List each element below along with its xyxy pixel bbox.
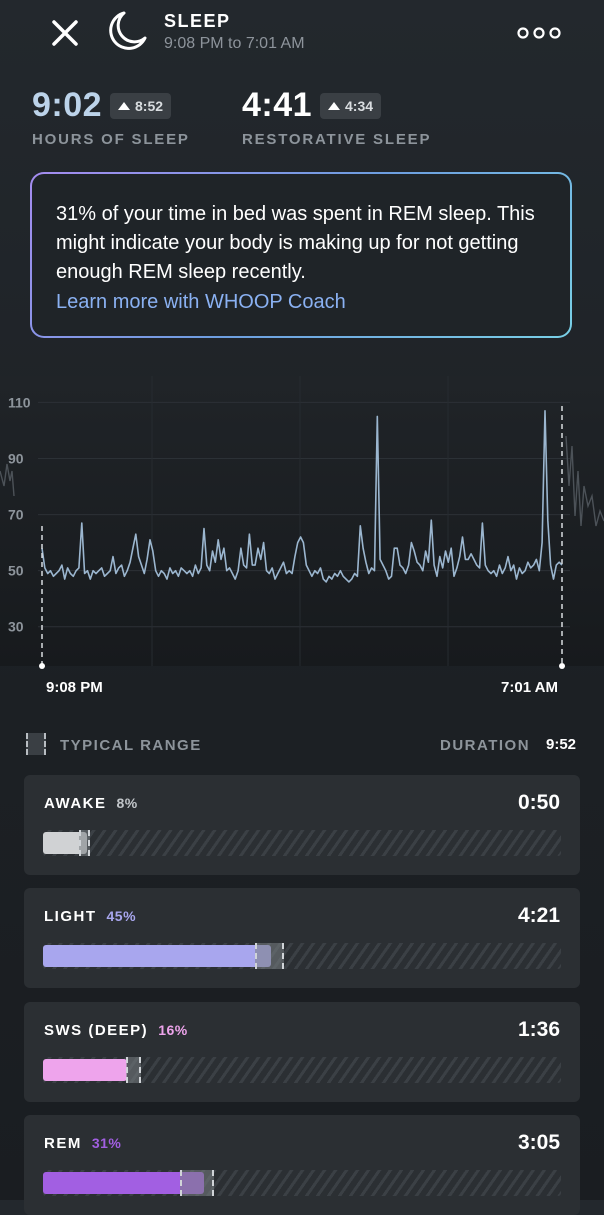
stage-bar-fill — [43, 945, 271, 967]
stage-card-rem[interactable]: REM 31% 3:05 — [24, 1115, 580, 1215]
stage-name: AWAKE 8% — [44, 795, 138, 812]
coach-message: 31% of your time in bed was spent in REM… — [56, 203, 535, 283]
duration-value: 9:52 — [546, 736, 577, 753]
y-tick-label: 30 — [8, 619, 24, 635]
stage-bar — [43, 1057, 561, 1083]
typical-range-swatch — [26, 733, 46, 755]
stage-bar-fill — [43, 832, 88, 854]
stage-percent: 31% — [91, 1135, 122, 1151]
restorative-sleep-label: RESTORATIVE SLEEP — [242, 131, 432, 148]
hours-of-sleep-delta-value: 8:52 — [135, 98, 164, 114]
typical-range-marker — [180, 1170, 214, 1196]
sleep-start-time: 9:08 PM — [46, 679, 103, 696]
hours-of-sleep-value: 9:02 — [32, 86, 103, 124]
stage-duration: 1:36 — [517, 1018, 560, 1041]
y-tick-label: 50 — [8, 563, 24, 579]
duration-label: DURATION — [440, 737, 531, 754]
stage-bar — [43, 1170, 561, 1196]
hours-of-sleep-label: HOURS OF SLEEP — [32, 131, 190, 148]
whoop-coach-link[interactable]: Learn more with WHOOP Coach — [56, 291, 346, 313]
typical-range-marker — [125, 1057, 142, 1083]
sleep-end-time: 7:01 AM — [501, 679, 558, 696]
moon-icon — [109, 11, 147, 50]
stage-label: LIGHT — [44, 908, 97, 925]
typical-range-marker — [255, 943, 284, 969]
stage-name: SWS (DEEP) 16% — [44, 1022, 188, 1039]
stage-percent: 8% — [116, 795, 138, 811]
sleep-time-range: 9:08 PM to 7:01 AM — [164, 35, 305, 52]
stage-card-sws-deep[interactable]: SWS (DEEP) 16% 1:36 — [24, 1002, 580, 1102]
stage-percent: 16% — [158, 1022, 188, 1038]
outside-window-line-left — [0, 463, 15, 497]
stage-name: REM 31% — [44, 1135, 121, 1152]
sleep-start-dot — [39, 663, 45, 669]
stage-duration: 0:50 — [517, 791, 560, 814]
restorative-sleep-delta-value: 4:34 — [345, 98, 374, 114]
more-options-icon[interactable] — [516, 26, 562, 40]
restorative-sleep-delta: 4:34 — [320, 93, 382, 119]
stage-duration: 3:05 — [517, 1131, 560, 1154]
heart-rate-chart: 110 90 70 50 30 9:08 PM 7:01 AM — [0, 376, 604, 696]
stage-label: AWAKE — [44, 795, 107, 812]
y-tick-label: 70 — [8, 507, 24, 523]
y-tick-label: 110 — [8, 394, 31, 410]
stage-card-light[interactable]: LIGHT 45% 4:21 — [24, 888, 580, 988]
stage-name: LIGHT 45% — [44, 908, 136, 925]
stage-bar — [43, 943, 561, 969]
restorative-sleep-value: 4:41 — [242, 86, 313, 124]
page-title: SLEEP — [164, 11, 231, 31]
stage-bar — [43, 830, 561, 856]
stage-duration: 4:21 — [517, 904, 560, 927]
hours-of-sleep-delta: 8:52 — [110, 93, 172, 119]
chart-background — [0, 376, 604, 666]
up-arrow-icon — [118, 102, 130, 110]
stage-label: SWS (DEEP) — [44, 1022, 149, 1039]
stage-label: REM — [44, 1135, 82, 1152]
stage-card-awake[interactable]: AWAKE 8% 0:50 — [24, 775, 580, 875]
stage-percent: 45% — [106, 908, 137, 924]
close-icon[interactable] — [46, 14, 84, 52]
sleep-end-dot — [559, 663, 565, 669]
stage-bar-fill — [43, 1059, 127, 1081]
outside-window-line-right — [565, 435, 604, 527]
up-arrow-icon — [328, 102, 340, 110]
coach-insight-card: 31% of your time in bed was spent in REM… — [30, 172, 572, 338]
typical-range-marker — [79, 830, 90, 856]
y-axis-labels: 110 90 70 50 30 — [8, 394, 31, 634]
stage-bar-fill — [43, 1172, 204, 1194]
y-tick-label: 90 — [8, 450, 24, 466]
heart-rate-line — [41, 409, 563, 583]
typical-range-label: TYPICAL RANGE — [60, 737, 202, 754]
